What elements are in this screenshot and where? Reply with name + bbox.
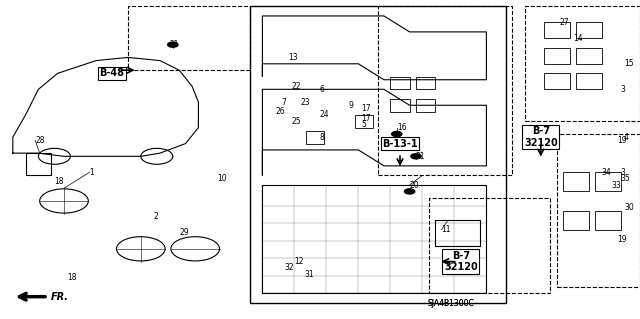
Text: 17: 17	[362, 114, 371, 122]
Bar	[563, 172, 589, 191]
Text: 21: 21	[170, 40, 179, 49]
Text: 3: 3	[621, 85, 626, 94]
Text: 3: 3	[621, 168, 626, 177]
Bar	[128, 6, 250, 70]
Bar	[416, 77, 435, 89]
Text: 26: 26	[275, 107, 285, 116]
Text: 1: 1	[90, 168, 94, 177]
Text: 25: 25	[291, 117, 301, 126]
Bar	[390, 77, 410, 89]
Text: B-13-1: B-13-1	[382, 138, 418, 149]
Bar	[390, 99, 410, 112]
Bar	[544, 48, 570, 64]
Text: 10: 10	[218, 174, 227, 183]
Bar	[416, 99, 435, 112]
Text: 20: 20	[410, 181, 419, 189]
Text: SJA4B1300C: SJA4B1300C	[428, 299, 475, 308]
Text: 19: 19	[618, 136, 627, 145]
Circle shape	[411, 154, 421, 159]
Circle shape	[392, 131, 402, 137]
Text: 23: 23	[301, 98, 310, 107]
Text: 28: 28	[35, 136, 45, 145]
Bar	[544, 73, 570, 89]
Circle shape	[404, 189, 415, 194]
Text: 11: 11	[442, 225, 451, 234]
Text: 22: 22	[291, 82, 301, 91]
Bar	[576, 48, 602, 64]
Text: 6: 6	[320, 85, 325, 94]
Text: 18: 18	[54, 177, 64, 186]
Bar	[525, 6, 640, 121]
Bar	[563, 211, 589, 230]
Bar	[355, 115, 373, 128]
Text: 35: 35	[621, 174, 630, 183]
Bar	[435, 220, 480, 246]
Text: 9: 9	[349, 101, 354, 110]
Text: B-48: B-48	[99, 68, 125, 78]
Bar	[429, 198, 550, 293]
Text: 2: 2	[154, 212, 158, 221]
Text: 15: 15	[624, 59, 634, 68]
Text: 24: 24	[320, 110, 330, 119]
Text: 30: 30	[624, 203, 634, 212]
Text: B-7
32120: B-7 32120	[444, 251, 477, 272]
Text: 32: 32	[285, 263, 294, 272]
Bar	[576, 22, 602, 38]
Text: 7: 7	[282, 98, 287, 107]
Text: 33: 33	[611, 181, 621, 189]
Bar	[576, 73, 602, 89]
Bar	[306, 131, 324, 144]
Bar	[250, 6, 506, 303]
Bar	[544, 22, 570, 38]
Text: 4: 4	[624, 133, 629, 142]
Bar	[595, 211, 621, 230]
Bar	[26, 153, 51, 175]
Text: 21: 21	[416, 152, 426, 161]
Text: 12: 12	[294, 257, 304, 266]
Text: 29: 29	[179, 228, 189, 237]
Text: B-7
32120: B-7 32120	[524, 126, 557, 148]
Text: 31: 31	[304, 270, 314, 279]
Bar	[557, 134, 640, 287]
Text: 5: 5	[362, 120, 367, 129]
Text: 19: 19	[618, 235, 627, 244]
Text: 34: 34	[602, 168, 611, 177]
Bar	[378, 6, 512, 175]
Text: 14: 14	[573, 34, 582, 43]
Text: 18: 18	[67, 273, 77, 282]
Text: 16: 16	[397, 123, 406, 132]
Text: SJA4B1300C: SJA4B1300C	[428, 299, 475, 308]
Text: FR.: FR.	[51, 292, 69, 302]
Circle shape	[168, 42, 178, 47]
Text: 8: 8	[320, 133, 324, 142]
Text: 17: 17	[362, 104, 371, 113]
Bar	[595, 172, 621, 191]
Text: 27: 27	[560, 18, 570, 27]
Text: 13: 13	[288, 53, 298, 62]
